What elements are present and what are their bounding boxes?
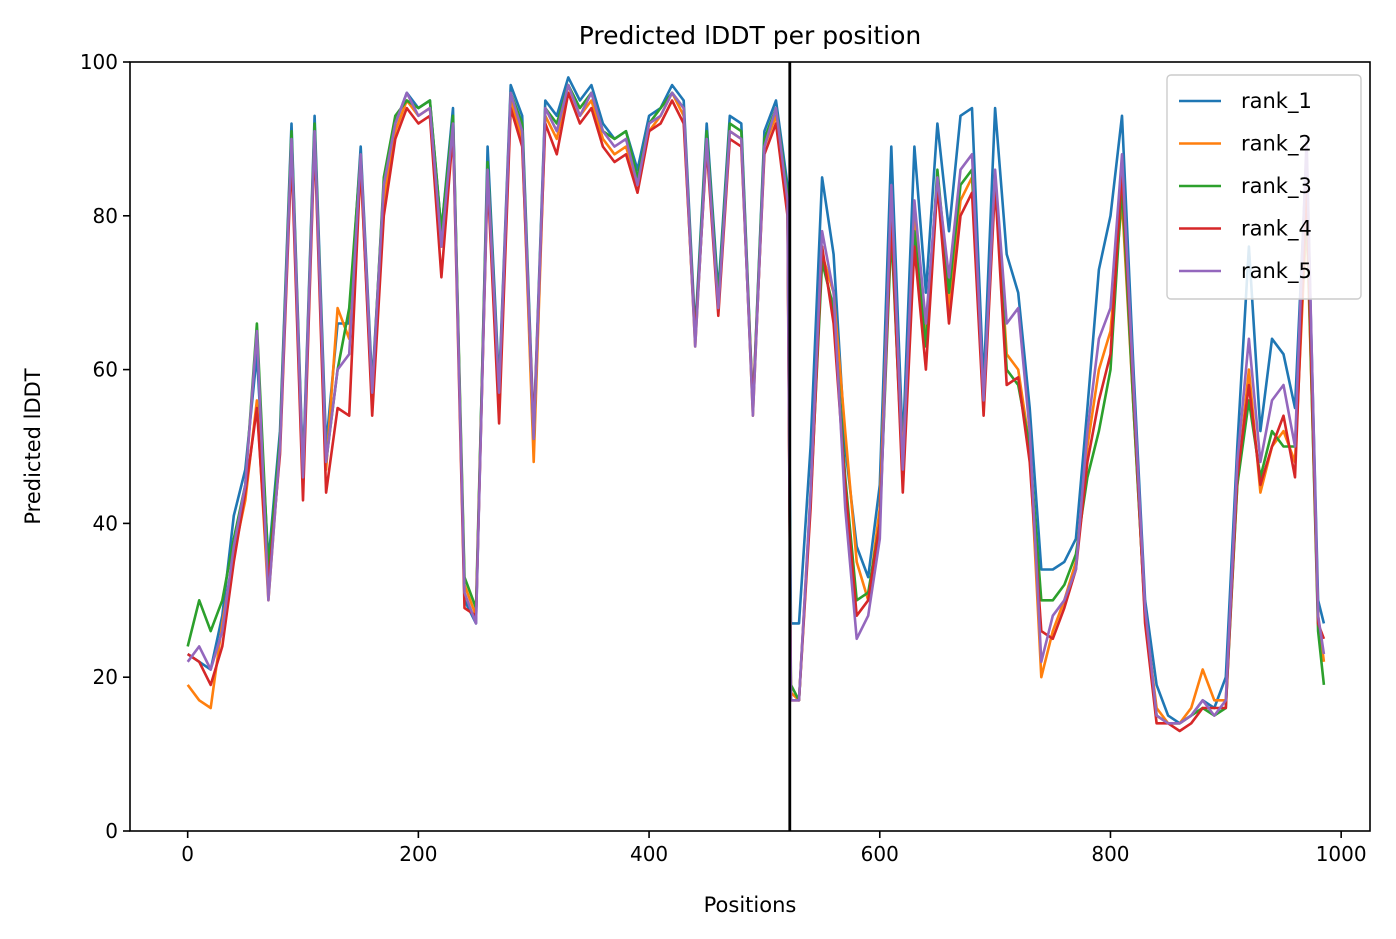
y-tick-label: 100 <box>80 50 118 74</box>
y-axis-label: Predicted lDDT <box>21 368 45 524</box>
legend-label-rank_5: rank_5 <box>1241 259 1312 284</box>
legend-label-rank_2: rank_2 <box>1241 132 1312 157</box>
legend-label-rank_3: rank_3 <box>1241 174 1312 199</box>
y-tick-label: 20 <box>93 665 118 689</box>
legend-label-rank_4: rank_4 <box>1241 217 1312 242</box>
x-tick-label: 0 <box>181 842 194 866</box>
series-line-rank_5 <box>186 83 1326 725</box>
plot-frame <box>129 61 1371 832</box>
y-tick-label: 40 <box>93 511 118 535</box>
legend-label-rank_1: rank_1 <box>1241 89 1312 114</box>
x-tick-label: 600 <box>861 842 899 866</box>
y-tick-label: 60 <box>93 358 118 382</box>
y-tick-label: 80 <box>93 204 118 228</box>
x-axis-label: Positions <box>704 893 797 917</box>
x-tick-label: 200 <box>399 842 437 866</box>
y-tick-label: 0 <box>105 819 118 843</box>
x-tick-label: 1000 <box>1316 842 1367 866</box>
chart-title: Predicted lDDT per position <box>579 21 921 50</box>
plot-area: 0 200 400 600 800 1000 0 20 40 60 80 100 <box>80 50 1371 866</box>
x-tick-label: 800 <box>1091 842 1129 866</box>
legend-box <box>1166 74 1362 300</box>
x-tick-label: 400 <box>630 842 668 866</box>
legend: rank_1 rank_2 rank_3 rank_4 rank_5 <box>1166 74 1362 300</box>
